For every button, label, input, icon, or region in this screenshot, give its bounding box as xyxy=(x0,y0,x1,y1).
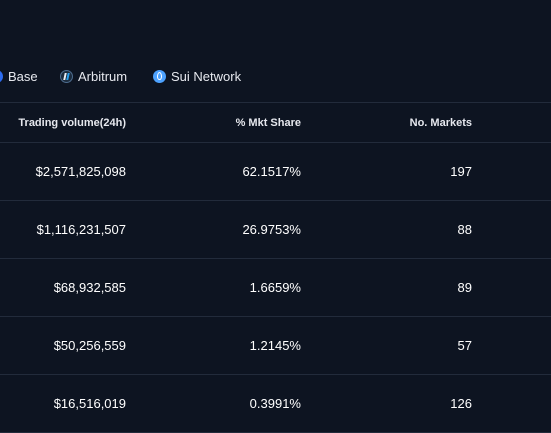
markets-count-cell: 126 xyxy=(450,396,472,411)
network-tab-base[interactable]: Base xyxy=(0,66,38,86)
arbitrum-icon xyxy=(60,69,73,83)
market-share-cell: 0.3991% xyxy=(249,396,301,411)
market-share-cell: 62.1517% xyxy=(242,164,301,179)
trading-volume-cell: $2,571,825,098 xyxy=(35,164,126,179)
network-filter-bar: Base Arbitrum Sui Network xyxy=(0,66,551,86)
table-row[interactable]: $2,571,825,098 62.1517% 197 xyxy=(0,143,551,201)
exchanges-table: Trading volume(24h) % Mkt Share No. Mark… xyxy=(0,102,551,433)
markets-count-cell: 89 xyxy=(457,280,472,295)
table-header: Trading volume(24h) % Mkt Share No. Mark… xyxy=(0,102,551,143)
market-share-cell: 26.9753% xyxy=(242,222,301,237)
markets-count-cell: 88 xyxy=(457,222,472,237)
network-tab-label: Sui Network xyxy=(171,68,242,84)
network-tab-sui-network[interactable]: Sui Network xyxy=(153,66,241,86)
markets-count-cell: 197 xyxy=(450,164,472,179)
sui-network-icon xyxy=(153,69,166,83)
trading-volume-cell: $68,932,585 xyxy=(53,280,126,295)
market-share-cell: 1.2145% xyxy=(249,338,301,353)
table-row[interactable]: $1,116,231,507 26.9753% 88 xyxy=(0,201,551,259)
table-row[interactable]: $16,516,019 0.3991% 126 xyxy=(0,375,551,433)
trading-volume-cell: $16,516,019 xyxy=(53,396,126,411)
base-icon xyxy=(0,69,3,83)
header-trading-volume[interactable]: Trading volume(24h) xyxy=(18,116,126,129)
header-market-share[interactable]: % Mkt Share xyxy=(235,116,301,129)
network-tab-arbitrum[interactable]: Arbitrum xyxy=(60,66,127,86)
network-tab-label: Base xyxy=(8,68,38,84)
network-tab-label: Arbitrum xyxy=(78,68,128,84)
markets-count-cell: 57 xyxy=(457,338,472,353)
trading-volume-cell: $50,256,559 xyxy=(53,338,126,353)
table-row[interactable]: $68,932,585 1.6659% 89 xyxy=(0,259,551,317)
table-row[interactable]: $50,256,559 1.2145% 57 xyxy=(0,317,551,375)
header-number-of-markets[interactable]: No. Markets xyxy=(409,116,472,129)
market-share-cell: 1.6659% xyxy=(249,280,301,295)
trading-volume-cell: $1,116,231,507 xyxy=(36,222,126,237)
